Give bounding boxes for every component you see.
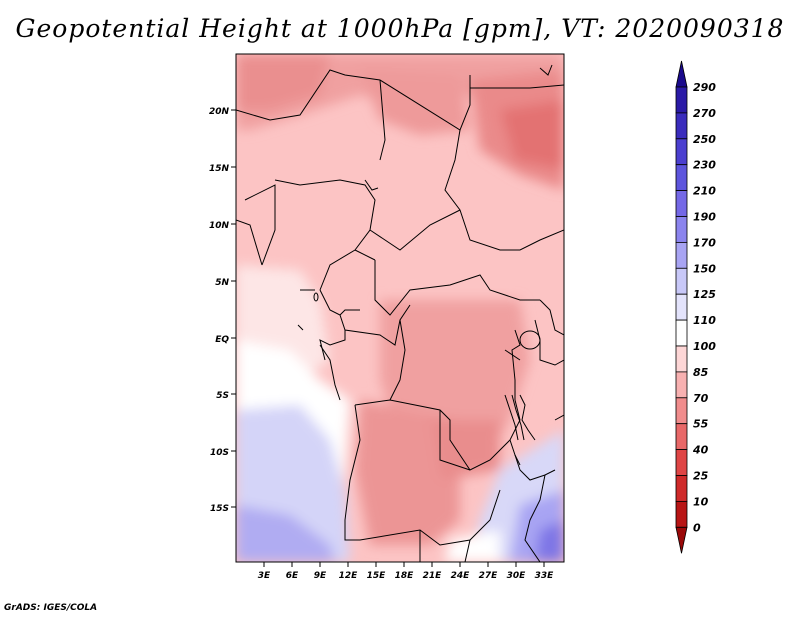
colorbar-label: 110 xyxy=(693,314,716,327)
lon-label: 9E xyxy=(314,571,327,581)
colorbar-box xyxy=(675,319,688,347)
colorbar-box xyxy=(675,241,688,269)
colorbar-box xyxy=(675,500,688,528)
lat-label: 20N xyxy=(209,107,230,117)
colorbar-label: 270 xyxy=(693,107,716,120)
colorbar-label: 10 xyxy=(693,495,709,508)
colorbar-box xyxy=(675,138,688,166)
colorbar-label: 70 xyxy=(693,392,709,405)
geopotential-field xyxy=(236,54,564,562)
colorbar-label: 100 xyxy=(693,340,716,353)
colorbar-label: 210 xyxy=(693,185,716,198)
lat-label: 10N xyxy=(209,221,230,231)
colorbar-box xyxy=(675,164,688,191)
lon-label: 33E xyxy=(535,571,555,581)
colorbar-box xyxy=(675,293,688,321)
lon-label: 18E xyxy=(395,571,415,581)
lat-label: 5N xyxy=(215,278,229,288)
colorbar-label: 150 xyxy=(693,262,716,275)
latitude-axis: 20N 15N 10N 5N EQ 5S 10S 15S xyxy=(209,107,236,514)
map-title: Geopotential Height at 1000hPa [gpm], VT… xyxy=(15,14,785,43)
colorbar: 2902702502302101901701501251101008570554… xyxy=(675,60,716,554)
lon-label: 27E xyxy=(479,571,499,581)
lat-label: EQ xyxy=(215,335,229,345)
colorbar-label: 190 xyxy=(693,211,716,224)
colorbar-label: 250 xyxy=(693,133,716,146)
longitude-axis: 3E 6E 9E 12E 15E 18E 21E 24E 27E 30E 33E xyxy=(258,562,554,581)
lon-label: 30E xyxy=(507,571,527,581)
grads-credit: GrADS: IGES/COLA xyxy=(4,603,98,613)
colorbar-label: 40 xyxy=(692,444,709,457)
colorbar-arrow-bottom xyxy=(675,526,688,554)
lon-label: 3E xyxy=(258,571,271,581)
lat-label: 15N xyxy=(209,164,230,174)
lat-label: 15S xyxy=(210,504,229,514)
colorbar-label: 230 xyxy=(693,159,716,172)
colorbar-arrow-top xyxy=(675,60,688,88)
lon-label: 6E xyxy=(286,571,299,581)
colorbar-label: 25 xyxy=(693,470,709,483)
lon-label: 21E xyxy=(423,571,443,581)
lakes xyxy=(313,292,541,466)
colorbar-box xyxy=(675,345,688,373)
colorbar-label: 170 xyxy=(693,236,716,249)
country-borders xyxy=(236,64,564,562)
colorbar-box xyxy=(675,112,688,140)
colorbar-label: 290 xyxy=(693,81,716,94)
lon-label: 15E xyxy=(367,571,387,581)
colorbar-box xyxy=(675,267,688,295)
colorbar-label: 55 xyxy=(693,418,709,431)
lon-label: 12E xyxy=(339,571,359,581)
lat-label: 10S xyxy=(210,448,229,458)
lon-label: 24E xyxy=(451,571,471,581)
colorbar-box xyxy=(675,449,688,476)
colorbar-box xyxy=(675,190,688,217)
colorbar-box xyxy=(675,371,688,399)
colorbar-label: 85 xyxy=(693,366,709,379)
colorbar-box xyxy=(675,423,688,451)
map-frame xyxy=(235,53,565,563)
colorbar-box xyxy=(675,397,688,425)
colorbar-label: 0 xyxy=(693,521,701,534)
lat-label: 5S xyxy=(216,391,229,401)
colorbar-label: 125 xyxy=(693,288,716,301)
colorbar-box xyxy=(675,475,688,502)
colorbar-box xyxy=(675,216,688,243)
colorbar-box xyxy=(675,86,688,114)
